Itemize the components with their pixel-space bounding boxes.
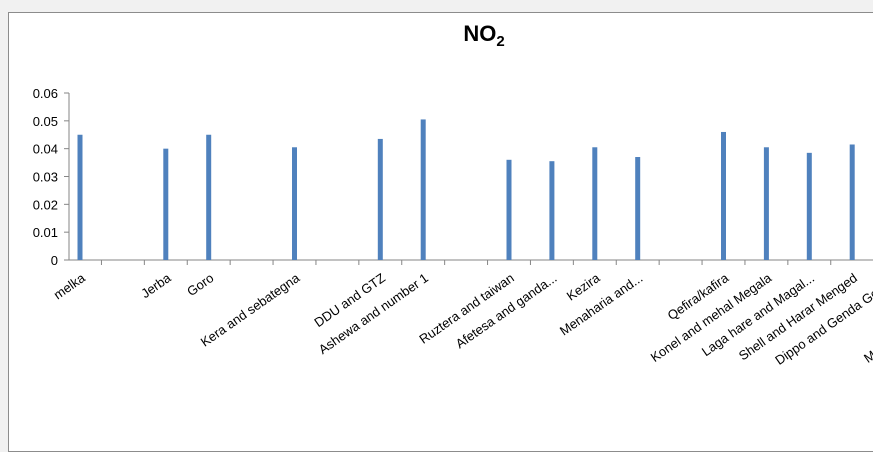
x-category-label: Goro [184,270,216,299]
y-tick-label: 0.01 [33,225,58,240]
y-tick-label: 0.02 [33,197,58,212]
bar [206,135,211,260]
bar [764,147,769,260]
chart-title-subscript: 2 [496,33,504,50]
bar [549,161,554,260]
no2-bar-chart: NO2 0 0.01 0.02 0.03 0.04 0.05 0.06 melka Jerba… [0,0,873,432]
bar [421,119,426,260]
chart-bars [78,106,873,260]
y-tick-label: 0.05 [33,114,58,129]
y-tick-label: 0 [51,253,58,268]
chart-title-main: NO [463,21,496,46]
x-category-label: Menaharia and... [557,270,646,338]
y-axis-ticks: 0 0.01 0.02 0.03 0.04 0.05 0.06 [33,86,69,268]
bar [721,132,726,260]
bar [807,153,812,260]
bar [850,144,855,260]
y-tick-label: 0.03 [33,170,58,185]
bar [635,157,640,260]
x-category-label: melka [51,270,89,303]
bar [592,147,597,260]
bar [378,139,383,260]
x-category-label: Jerba [138,270,174,301]
bar [292,147,297,260]
y-tick-label: 0.06 [33,86,58,101]
bar [163,149,168,260]
bar [78,135,83,260]
chart-title: NO2 [463,21,504,50]
chart-axes [69,93,873,265]
bar [507,160,512,260]
y-tick-label: 0.04 [33,142,58,157]
